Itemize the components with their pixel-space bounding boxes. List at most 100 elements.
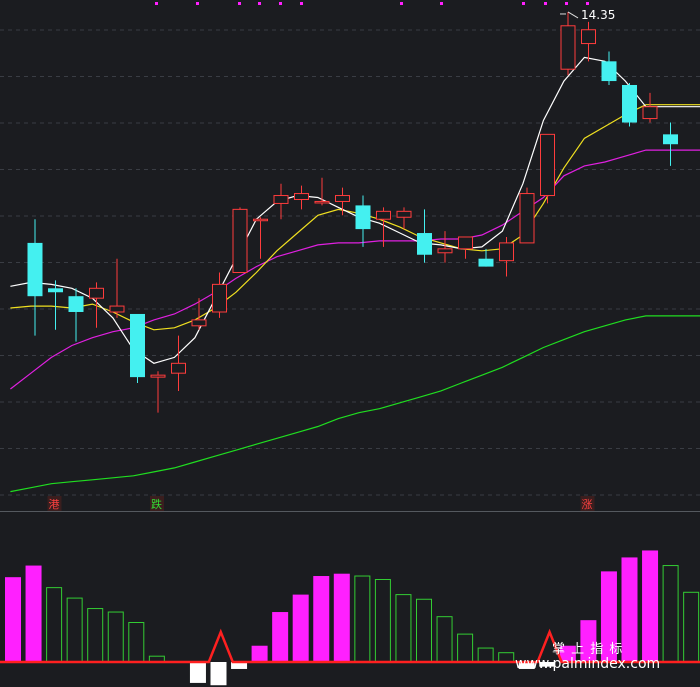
signal-label-text: 跌 <box>151 497 162 511</box>
top-tick <box>440 2 443 5</box>
candle <box>376 207 391 247</box>
candle-body <box>191 319 207 327</box>
histogram-bar <box>333 573 350 662</box>
candle <box>396 207 412 230</box>
histogram-bar <box>272 612 289 662</box>
top-tick <box>300 2 303 5</box>
candle-body <box>642 106 658 120</box>
candle <box>253 217 268 259</box>
signal-labels: 港跌涨 <box>47 496 595 511</box>
candle <box>68 288 84 342</box>
candle <box>601 51 617 86</box>
candle-body <box>437 248 453 254</box>
top-tick-marks <box>155 2 589 5</box>
top-tick <box>238 2 241 5</box>
candle <box>417 209 432 263</box>
candle-body <box>150 374 166 378</box>
watermark-url: www.palmindex.com <box>515 656 660 672</box>
ma-long-line <box>10 149 700 390</box>
histogram-bar <box>189 662 206 683</box>
signal-label-text: 涨 <box>582 498 593 511</box>
candle-body <box>663 134 678 145</box>
histogram-bar <box>539 662 556 667</box>
histogram-bar <box>25 565 42 662</box>
high-price-label: 14.35 <box>581 8 615 22</box>
candle <box>437 231 453 263</box>
candle <box>27 219 43 336</box>
histogram-bar <box>231 662 248 669</box>
candle-body <box>48 288 63 293</box>
candle-body <box>560 25 576 70</box>
histogram-bar <box>642 550 659 662</box>
candle-body <box>68 296 84 312</box>
histogram-bar <box>251 645 268 662</box>
signal-label-bg <box>150 496 164 511</box>
candle-body <box>171 362 186 374</box>
price-annotations: 14.35 <box>560 8 615 22</box>
ma-short-line <box>10 56 700 364</box>
candle <box>150 371 166 413</box>
histogram-bar <box>621 557 638 662</box>
top-tick <box>155 2 158 5</box>
candle-body <box>212 283 227 313</box>
candle <box>519 187 535 244</box>
candle-body <box>376 210 391 220</box>
top-tick <box>565 2 568 5</box>
candle <box>581 21 596 62</box>
histogram-zero-line <box>0 628 700 664</box>
candle <box>335 187 350 216</box>
watermark-title: 掌 上 指 标 <box>552 642 623 657</box>
top-tick <box>544 2 547 5</box>
candle-body <box>601 61 617 82</box>
candle <box>622 83 637 127</box>
candle-body <box>622 85 637 123</box>
candle <box>89 282 104 328</box>
top-tick <box>196 2 199 5</box>
moving-average-lines <box>10 56 700 493</box>
top-tick <box>400 2 403 5</box>
signal-label-bg <box>47 496 62 511</box>
candle-body <box>294 193 309 200</box>
top-tick <box>258 2 261 5</box>
candle <box>191 298 207 330</box>
candle <box>171 335 186 391</box>
candle <box>458 236 473 259</box>
histogram-bar <box>210 662 227 686</box>
histogram-bar <box>313 576 330 662</box>
ma-medium-line <box>10 104 700 331</box>
candle-body <box>109 305 125 313</box>
candle <box>355 195 371 247</box>
candle-body <box>130 313 145 378</box>
candle <box>478 248 494 267</box>
top-tick <box>522 2 525 5</box>
candle-body <box>458 236 473 250</box>
histogram-bar <box>5 577 21 662</box>
top-tick <box>279 2 282 5</box>
candle-body <box>581 29 596 45</box>
candle-body <box>396 210 412 218</box>
candle-body <box>519 193 535 244</box>
candle-body <box>335 195 350 202</box>
histogram-bar <box>559 645 576 662</box>
candle <box>130 313 145 384</box>
candle <box>540 133 555 204</box>
signal-label: 跌 <box>150 496 164 511</box>
candle-body <box>273 195 289 204</box>
signal-label: 涨 <box>580 496 595 511</box>
candle-body <box>314 200 330 204</box>
candle-body <box>478 258 494 267</box>
candle-body <box>499 242 514 262</box>
signal-label-bg <box>580 496 595 511</box>
zero-line-path <box>0 628 700 664</box>
candle <box>499 236 514 277</box>
candlesticks <box>27 11 678 413</box>
candle <box>663 122 678 166</box>
histogram-bar <box>518 662 535 669</box>
candle-body <box>89 287 104 299</box>
histogram-bar <box>292 594 309 662</box>
signal-label: 港 <box>47 496 62 511</box>
watermark: 掌 上 指 标 www.palmindex.com <box>515 642 660 672</box>
histogram-bar <box>600 571 617 662</box>
top-tick <box>586 2 589 5</box>
